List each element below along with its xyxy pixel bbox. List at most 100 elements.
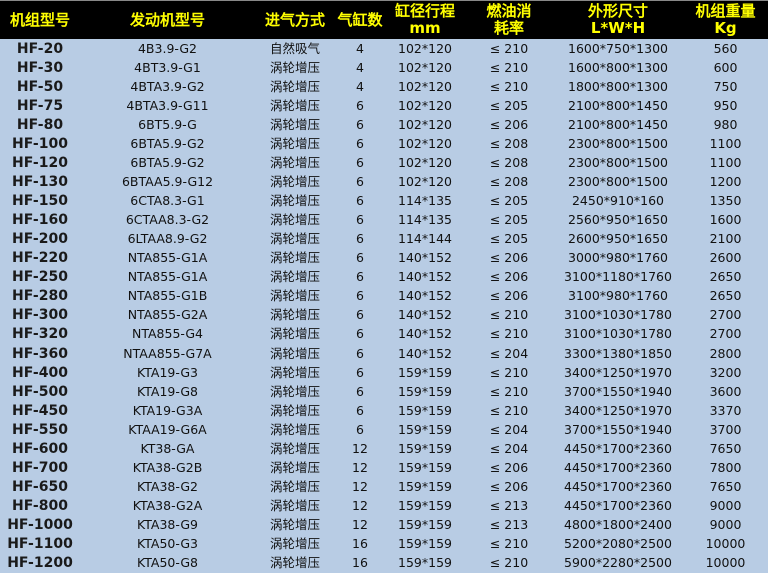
cell-fuel-consumption: ≤ 210 bbox=[489, 40, 529, 56]
cell-bore-stroke: 159*159 bbox=[398, 478, 452, 494]
table-row: HF-1000 KTA38-G9 涡轮增压 12 159*159 ≤ 213 4800*18… bbox=[0, 516, 768, 535]
cell-unit-model: HF-80 bbox=[16, 116, 64, 133]
cell-dimensions: 4450*1700*2360 bbox=[564, 478, 672, 494]
header-line1: 气缸数 bbox=[337, 10, 383, 29]
cell-engine-model: 4BT3.9-G1 bbox=[134, 59, 201, 75]
table-row: HF-50 4BTA3.9-G2 涡轮增压 4 102*120 ≤ 210 1800*800… bbox=[0, 77, 768, 96]
cell-unit-model: HF-1200 bbox=[7, 555, 73, 572]
cell-dimensions: 5200*2080*2500 bbox=[564, 536, 672, 552]
cell-cylinders: 6 bbox=[356, 326, 364, 342]
cell-dimensions: 2300*800*1500 bbox=[568, 135, 668, 151]
cell-intake-type: 涡轮增压 bbox=[269, 498, 320, 514]
cell-weight: 600 bbox=[713, 59, 738, 75]
cell-engine-model: KTA38-G9 bbox=[137, 517, 198, 533]
cell-fuel-consumption: ≤ 206 bbox=[489, 288, 529, 304]
cell-dimensions: 2300*800*1500 bbox=[568, 154, 668, 170]
cell-engine-model: NTA855-G1A bbox=[127, 269, 208, 285]
cell-dimensions: 3700*1550*1940 bbox=[564, 383, 672, 399]
cell-unit-model: HF-650 bbox=[12, 478, 68, 495]
cell-cylinders: 12 bbox=[352, 478, 368, 494]
cell-bore-stroke: 159*159 bbox=[398, 498, 452, 514]
cell-cylinders: 6 bbox=[356, 116, 364, 132]
cell-intake-type: 涡轮增压 bbox=[269, 269, 320, 285]
cell-bore-stroke: 102*120 bbox=[398, 173, 452, 189]
cell-bore-stroke: 159*159 bbox=[398, 364, 452, 380]
header-line1: 机组型号 bbox=[9, 10, 70, 29]
cell-weight: 1100 bbox=[709, 135, 742, 151]
cell-engine-model: 6LTAA8.9-G2 bbox=[127, 231, 208, 247]
cell-bore-stroke: 114*135 bbox=[398, 212, 452, 228]
header-line2: mm bbox=[409, 19, 441, 37]
cell-dimensions: 3100*980*1760 bbox=[568, 288, 668, 304]
cell-weight: 9000 bbox=[709, 498, 742, 514]
header-row: 机组型号 发动机型号 进气方式 气缸数 缸径行程 mm 燃油消 耗率 外形尺寸 L*W*H 机组重量… bbox=[0, 1, 768, 39]
cell-engine-model: KTA50-G8 bbox=[137, 555, 198, 571]
cell-bore-stroke: 102*120 bbox=[398, 97, 452, 113]
table-row: HF-650 KTA38-G2 涡轮增压 12 159*159 ≤ 206 4450*170… bbox=[0, 477, 768, 496]
cell-bore-stroke: 140*152 bbox=[398, 288, 452, 304]
cell-weight: 750 bbox=[713, 78, 738, 94]
cell-dimensions: 2560*950*1650 bbox=[568, 212, 668, 228]
table-row: HF-30 4BT3.9-G1 涡轮增压 4 102*120 ≤ 210 1600*800*… bbox=[0, 58, 768, 77]
cell-cylinders: 6 bbox=[356, 250, 364, 266]
table-row: HF-200 6LTAA8.9-G2 涡轮增压 6 114*144 ≤ 205 2600*9… bbox=[0, 230, 768, 249]
table-row: HF-130 6BTAA5.9-G12 涡轮增压 6 102*120 ≤ 208 2300*… bbox=[0, 172, 768, 191]
cell-unit-model: HF-400 bbox=[12, 364, 68, 381]
cell-cylinders: 6 bbox=[356, 231, 364, 247]
cell-cylinders: 6 bbox=[356, 364, 364, 380]
cell-intake-type: 涡轮增压 bbox=[269, 402, 320, 418]
cell-fuel-consumption: ≤ 210 bbox=[489, 59, 529, 75]
table-row: HF-1100 KTA50-G3 涡轮增压 16 159*159 ≤ 210 5200*20… bbox=[0, 535, 768, 554]
cell-weight: 2650 bbox=[709, 288, 742, 304]
cell-bore-stroke: 140*152 bbox=[398, 307, 452, 323]
cell-bore-stroke: 159*159 bbox=[398, 421, 452, 437]
table-row: HF-360 NTAA855-G7A 涡轮增压 6 140*152 ≤ 204 3300*1… bbox=[0, 344, 768, 363]
cell-weight: 3370 bbox=[709, 402, 742, 418]
cell-unit-model: HF-250 bbox=[12, 269, 68, 286]
cell-fuel-consumption: ≤ 213 bbox=[489, 498, 529, 514]
cell-fuel-consumption: ≤ 208 bbox=[489, 173, 529, 189]
cell-cylinders: 6 bbox=[356, 154, 364, 170]
cell-fuel-consumption: ≤ 210 bbox=[489, 326, 529, 342]
cell-intake-type: 涡轮增压 bbox=[269, 555, 320, 571]
cell-cylinders: 4 bbox=[356, 59, 364, 75]
cell-cylinders: 12 bbox=[352, 517, 368, 533]
cell-fuel-consumption: ≤ 204 bbox=[489, 421, 529, 437]
cell-unit-model: HF-50 bbox=[16, 78, 64, 95]
table-row: HF-20 4B3.9-G2 自然吸气 4 102*120 ≤ 210 1600*750*1… bbox=[0, 39, 768, 58]
cell-intake-type: 涡轮增压 bbox=[269, 78, 320, 94]
cell-intake-type: 涡轮增压 bbox=[269, 364, 320, 380]
cell-fuel-consumption: ≤ 204 bbox=[489, 345, 529, 361]
header-line2: Kg bbox=[714, 19, 737, 37]
cell-weight: 2700 bbox=[709, 326, 742, 342]
cell-fuel-consumption: ≤ 206 bbox=[489, 269, 529, 285]
cell-engine-model: 4B3.9-G2 bbox=[137, 40, 197, 56]
cell-bore-stroke: 140*152 bbox=[398, 345, 452, 361]
cell-bore-stroke: 159*159 bbox=[398, 383, 452, 399]
cell-dimensions: 3300*1380*1850 bbox=[564, 345, 672, 361]
table-row: HF-1200 KTA50-G8 涡轮增压 16 159*159 ≤ 210 5900*22… bbox=[0, 554, 768, 573]
cell-fuel-consumption: ≤ 206 bbox=[489, 250, 529, 266]
cell-weight: 1100 bbox=[709, 154, 742, 170]
cell-cylinders: 6 bbox=[356, 421, 364, 437]
header-cylinders: 气缸数 bbox=[335, 1, 385, 39]
cell-cylinders: 6 bbox=[356, 193, 364, 209]
cell-dimensions: 2100*800*1450 bbox=[568, 97, 668, 113]
cell-intake-type: 涡轮增压 bbox=[269, 250, 320, 266]
cell-fuel-consumption: ≤ 210 bbox=[489, 555, 529, 571]
cell-bore-stroke: 114*144 bbox=[398, 231, 452, 247]
cell-cylinders: 6 bbox=[356, 383, 364, 399]
header-line1: 外形尺寸 bbox=[587, 2, 648, 20]
cell-unit-model: HF-600 bbox=[12, 440, 68, 457]
cell-dimensions: 2600*950*1650 bbox=[568, 231, 668, 247]
cell-intake-type: 涡轮增压 bbox=[269, 135, 320, 151]
cell-bore-stroke: 102*120 bbox=[398, 135, 452, 151]
cell-fuel-consumption: ≤ 210 bbox=[489, 383, 529, 399]
header-intake-type: 进气方式 bbox=[255, 1, 335, 39]
cell-intake-type: 涡轮增压 bbox=[269, 173, 320, 189]
cell-engine-model: NTA855-G1B bbox=[127, 288, 208, 304]
cell-dimensions: 3100*1180*1760 bbox=[564, 269, 672, 285]
cell-unit-model: HF-120 bbox=[12, 154, 68, 171]
cell-dimensions: 3400*1250*1970 bbox=[564, 364, 672, 380]
